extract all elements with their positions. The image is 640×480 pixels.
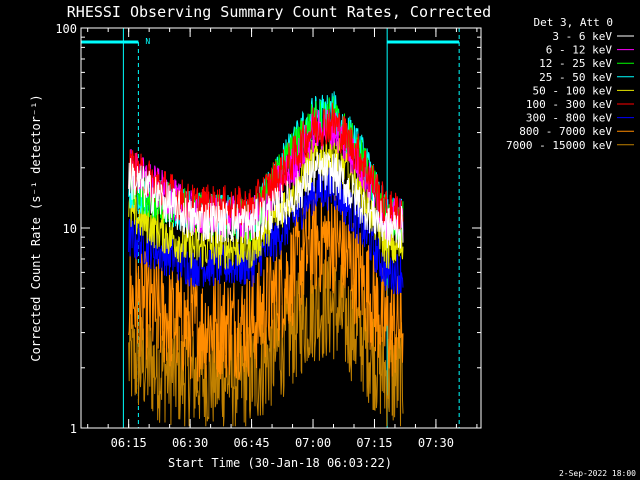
- series-line: [128, 256, 404, 427]
- x-tick-label: 07:15: [356, 436, 392, 450]
- plot-area: N: [81, 28, 460, 428]
- legend-title: Det 3, Att 0: [534, 16, 613, 29]
- legend-entry-label: 6 - 12 keV: [546, 44, 613, 57]
- x-tick-label: 06:15: [111, 436, 147, 450]
- x-tick-label: 06:45: [234, 436, 270, 450]
- x-tick-label: 06:30: [172, 436, 208, 450]
- y-tick-label: 100: [55, 22, 77, 36]
- legend-entry-label: 100 - 300 keV: [526, 98, 612, 111]
- y-tick-label: 1: [70, 422, 77, 436]
- x-tick-label: 07:30: [418, 436, 454, 450]
- legend-entry-label: 800 - 7000 keV: [519, 125, 612, 138]
- y-tick-label: 10: [63, 222, 77, 236]
- y-axis-label: Corrected Count Rate (s⁻¹ detector⁻¹): [29, 94, 43, 361]
- x-axis-label: Start Time (30-Jan-18 06:03:22): [168, 456, 392, 470]
- x-tick-label: 07:00: [295, 436, 331, 450]
- chart-title: RHESSI Observing Summary Count Rates, Co…: [67, 3, 491, 21]
- axis-ticks: 1 10 100 06:15 06:30 06:45 07:00 07:15 07:30: [55, 22, 481, 450]
- legend-entry-label: 50 - 100 keV: [533, 84, 613, 97]
- legend-entry-label: 300 - 800 keV: [526, 112, 612, 125]
- legend-entry-label: 12 - 25 keV: [539, 57, 612, 70]
- legend-entry-label: 7000 - 15000 keV: [506, 139, 612, 152]
- timestamp: 2-Sep-2022 18:00: [559, 469, 636, 478]
- series-line: [128, 188, 404, 382]
- night-marker-label: N: [145, 37, 150, 46]
- legend-entry-label: 3 - 6 keV: [552, 30, 612, 43]
- legend-entry-label: 25 - 50 keV: [539, 71, 612, 84]
- series-line: [128, 151, 404, 249]
